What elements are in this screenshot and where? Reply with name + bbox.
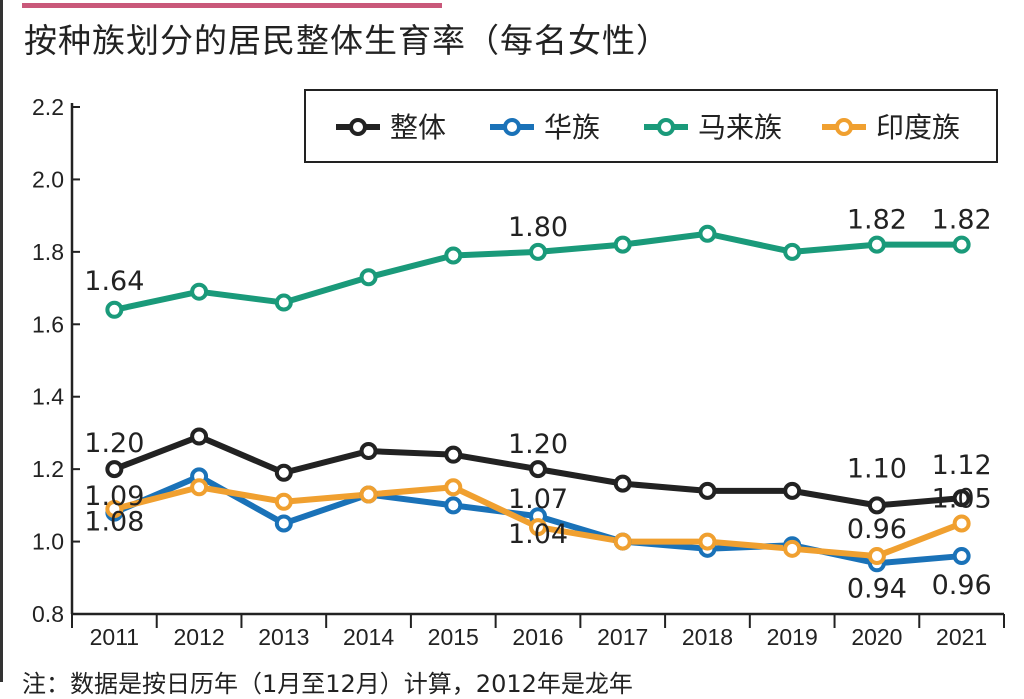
x-tick-label: 2016 [512,624,563,650]
data-point-1 [444,496,463,515]
data-point-0 [444,445,463,464]
chart-title: 按种族划分的居民整体生育率（每名女性） [24,21,670,60]
legend-label: 马来族 [698,111,782,144]
data-point-0 [783,481,802,500]
data-point-2 [359,268,378,287]
x-tick-label: 2021 [936,624,987,650]
x-tick-label: 2018 [682,624,733,650]
legend-label: 华族 [544,111,600,144]
data-point-0 [529,460,547,479]
data-point-2 [274,293,293,312]
legend-swatch-marker [503,118,521,136]
y-tick-label: 1.0 [32,529,64,555]
frame-edge [0,0,3,682]
data-point-0 [867,496,886,515]
legend-label: 整体 [390,111,446,144]
data-point-0 [274,463,293,482]
data-point-0 [105,460,124,479]
data-label: 1.04 [508,519,568,550]
data-label: 0.96 [847,514,907,545]
data-point-1 [274,514,293,533]
x-tick-label: 2019 [767,624,818,650]
y-tick-label: 0.8 [32,601,64,627]
data-point-0 [698,481,717,500]
data-point-3 [105,499,124,518]
data-point-3 [274,492,293,511]
x-tick-label: 2011 [90,624,139,650]
data-label: 1.10 [847,453,907,484]
data-label: 1.20 [84,428,144,459]
data-label: 1.12 [932,450,992,481]
legend-swatch-marker [835,118,853,136]
data-point-0 [613,474,632,493]
legend-label: 印度族 [876,111,960,144]
data-point-2 [444,246,463,265]
data-point-2 [613,235,632,254]
legend-swatch-marker [349,118,367,136]
data-point-3 [190,478,209,497]
data-point-0 [190,427,209,446]
line-chart: 0.8 1.0 1.2 1.4 1.6 1.8 2.0 2.2 2011 2012 2013 2014… [32,89,1005,650]
data-label: 1.08 [84,507,144,538]
data-label: 1.80 [508,212,568,243]
data-label: 0.94 [847,573,907,604]
y-tick-label: 1.2 [32,456,64,482]
data-point-2 [105,300,124,319]
data-label: 0.96 [932,570,992,601]
data-point-2 [529,242,547,261]
data-point-3 [444,478,463,497]
y-tick-label: 1.8 [32,239,64,265]
data-point-2 [867,235,886,254]
data-label: 1.64 [84,266,144,297]
data-point-3 [783,539,802,558]
data-point-2 [952,235,971,254]
data-point-3 [529,518,547,537]
x-tick-label: 2013 [258,624,309,650]
data-point-2 [783,242,802,261]
data-label: 1.07 [508,484,568,515]
y-tick-label: 2.2 [32,94,64,120]
x-tick-label: 2017 [597,624,648,650]
y-tick-label: 1.6 [32,311,64,337]
x-tick-label: 2012 [174,624,225,650]
y-tick-label: 1.4 [32,384,64,410]
x-tick-label: 2015 [428,624,479,650]
data-point-2 [698,224,717,243]
legend-swatch-marker [657,118,675,136]
data-label: 1.09 [84,481,144,512]
data-point-3 [359,485,378,504]
y-tick-label: 2.0 [32,166,64,192]
data-label: 1.82 [847,205,907,236]
data-label: 1.82 [932,205,992,236]
x-tick-label: 2020 [851,624,902,650]
data-point-1 [952,547,971,566]
x-tick-label: 2014 [343,624,394,650]
data-point-3 [952,514,971,533]
data-point-0 [359,442,378,461]
data-point-3 [867,547,886,566]
data-point-3 [698,532,717,551]
data-point-2 [190,282,209,301]
data-label: 1.05 [932,483,992,514]
data-point-3 [613,532,632,551]
data-point-0 [952,489,971,508]
accent-bar [22,3,442,8]
data-label: 1.20 [508,429,568,460]
